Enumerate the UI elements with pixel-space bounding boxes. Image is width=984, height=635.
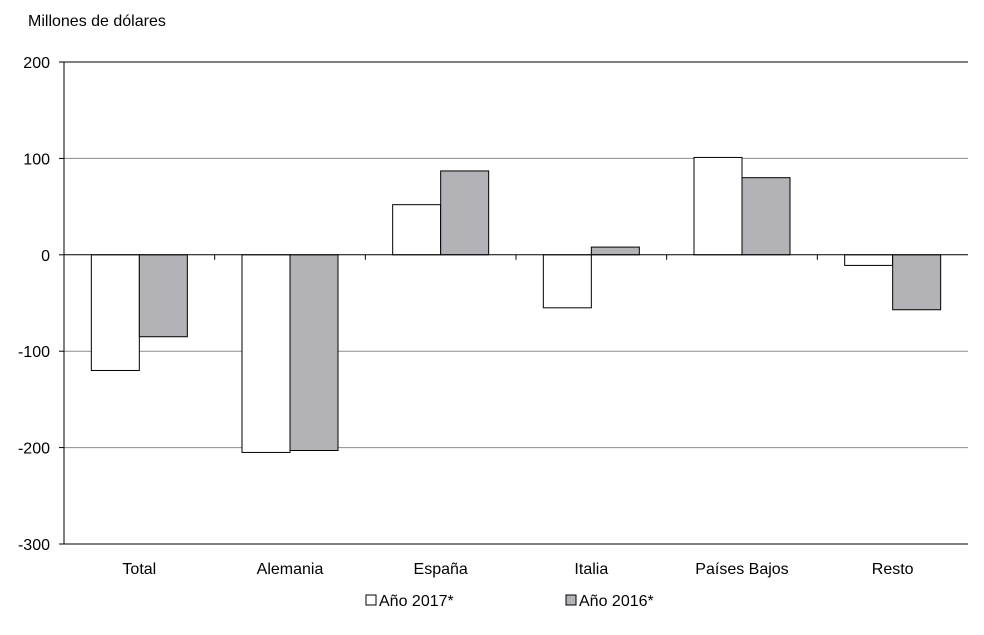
y-tick-labels: 200 100 0 -100 -200 -300 — [18, 55, 50, 554]
bar-series2 — [741, 177, 791, 256]
y-tick-label: -100 — [18, 344, 50, 361]
bars — [90, 156, 942, 453]
bar-series2 — [138, 254, 188, 338]
bar-series2 — [289, 254, 339, 451]
legend: Año 2017* Año 2016* — [365, 593, 654, 610]
bar-series1 — [844, 254, 894, 266]
x-tick-label: Italia — [574, 561, 608, 578]
x-tick-label: Países Bajos — [695, 561, 788, 578]
bar-series1 — [241, 254, 291, 453]
legend-swatch — [365, 594, 377, 606]
y-tick-label: 100 — [23, 151, 50, 168]
legend-label: Año 2017* — [379, 593, 454, 610]
x-tick-labels: Total Alemania España Italia Países Bajos Res… — [122, 561, 913, 578]
legend-label: Año 2016* — [579, 593, 654, 610]
x-tick-label: España — [414, 561, 468, 578]
bar-series2 — [440, 170, 490, 256]
y-tick-label: 200 — [23, 55, 50, 72]
x-tick-label: Resto — [872, 561, 914, 578]
y-tick-label: -300 — [18, 537, 50, 554]
legend-swatch — [565, 594, 577, 606]
bar-series1 — [542, 254, 592, 309]
y-axis-label: Millones de dólares — [28, 13, 166, 30]
y-tick-label: 0 — [41, 248, 50, 265]
y-tick-label: -200 — [18, 441, 50, 458]
bar-series2 — [892, 254, 942, 311]
x-tick-label: Alemania — [257, 561, 324, 578]
x-tick-label: Total — [122, 561, 156, 578]
bar-series1 — [392, 204, 442, 256]
bar-series1 — [693, 156, 743, 256]
bar-series2 — [590, 246, 640, 256]
axes — [59, 61, 968, 545]
bar-series1 — [90, 254, 140, 371]
